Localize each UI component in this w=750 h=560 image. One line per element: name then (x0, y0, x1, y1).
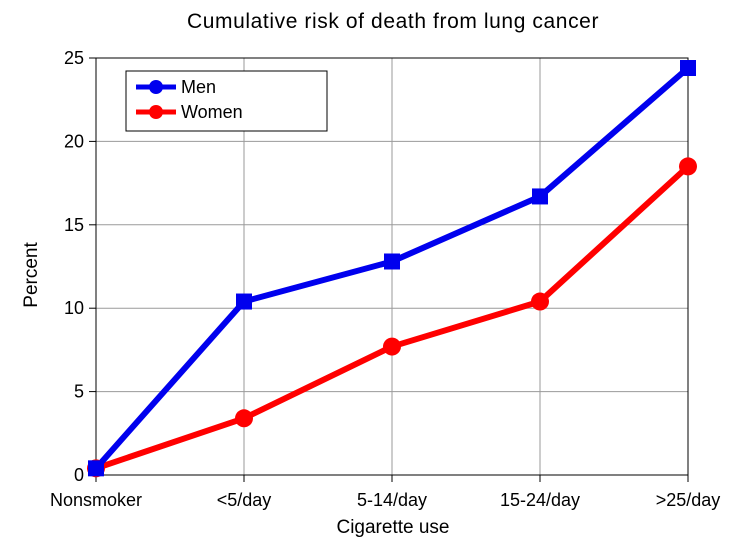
data-point-women (235, 409, 253, 428)
legend: Men Women (125, 70, 328, 132)
legend-women-marker (149, 105, 163, 119)
data-point-women (679, 157, 697, 176)
data-point-women (383, 337, 401, 356)
y-tick-label: 25 (64, 48, 84, 68)
y-tick-label: 10 (64, 298, 84, 318)
x-tick-label: >25/day (656, 490, 721, 510)
x-axis: Nonsmoker <5/day 5-14/day 15-24/day >25/day (50, 475, 720, 510)
series-layer (87, 60, 697, 478)
x-tick-label: <5/day (217, 490, 272, 510)
y-axis-label: Percent (21, 242, 42, 308)
legend-men-label: Men (181, 77, 216, 97)
legend-men-marker (149, 80, 163, 94)
y-tick-label: 5 (74, 382, 84, 402)
data-point-men (384, 253, 400, 270)
data-point-men (88, 460, 104, 477)
x-tick-label: 15-24/day (500, 490, 580, 510)
legend-box (125, 70, 328, 132)
x-tick-label: Nonsmoker (50, 490, 142, 510)
y-tick-label: 15 (64, 215, 84, 235)
chart-title: Cumulative risk of death from lung cance… (187, 10, 599, 33)
data-point-men (532, 188, 548, 205)
data-point-men (680, 60, 696, 77)
legend-women-label: Women (181, 102, 243, 122)
x-axis-label: Cigarette use (336, 517, 449, 538)
y-tick-label: 20 (64, 131, 84, 151)
data-point-men (236, 293, 252, 310)
x-tick-label: 5-14/day (357, 490, 427, 510)
y-axis: 0 5 10 15 20 25 (64, 48, 96, 485)
y-tick-label: 0 (74, 465, 84, 485)
data-point-women (531, 292, 549, 311)
